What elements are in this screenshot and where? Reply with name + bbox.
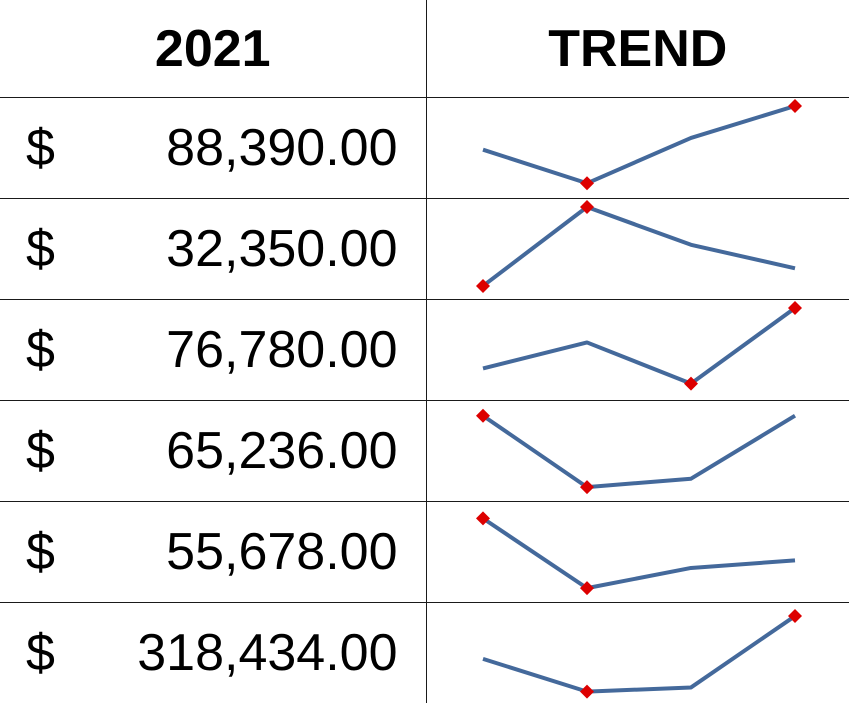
amount-value: 76,780.00 <box>166 321 398 379</box>
amount-cell[interactable]: $88,390.00 <box>0 97 427 199</box>
amount-cell[interactable]: $55,678.00 <box>0 501 427 603</box>
table-row: $55,678.00 <box>0 501 849 603</box>
table-row: $76,780.00 <box>0 299 849 401</box>
table-row: $65,236.00 <box>0 400 849 502</box>
sparkline-marker <box>579 581 594 596</box>
sparkline <box>481 609 802 699</box>
sparkline-marker <box>475 278 490 293</box>
sparkline-line <box>481 104 796 186</box>
sparkline-marker <box>787 609 802 624</box>
trend-cell[interactable] <box>425 501 849 603</box>
trend-cell[interactable] <box>425 602 849 703</box>
sparkline <box>481 99 802 191</box>
sparkline-marker <box>787 301 802 315</box>
trend-cell[interactable] <box>425 198 849 300</box>
sparkline-line <box>481 205 795 288</box>
trend-cell[interactable] <box>425 97 849 199</box>
sparkline <box>475 408 796 495</box>
amount-cell[interactable]: $32,350.00 <box>0 198 427 300</box>
amount-cell[interactable]: $76,780.00 <box>0 299 427 401</box>
amount-value: 32,350.00 <box>166 220 398 278</box>
sparkline-marker <box>475 511 490 526</box>
sparkline-marker <box>475 408 490 423</box>
trend-cell[interactable] <box>425 299 849 401</box>
sparkline-line <box>481 414 796 490</box>
amount-cell[interactable]: $318,434.00 <box>0 602 427 703</box>
amount-value: 65,236.00 <box>166 422 398 480</box>
currency-symbol: $ <box>26 624 55 682</box>
currency-symbol: $ <box>26 119 55 177</box>
currency-symbol: $ <box>26 422 55 480</box>
amount-cell[interactable]: $65,236.00 <box>0 400 427 502</box>
currency-symbol: $ <box>26 220 55 278</box>
sparkline-marker <box>579 176 594 191</box>
amount-value: 55,678.00 <box>166 523 398 581</box>
sparkline-line <box>481 614 796 694</box>
table-row: $32,350.00 <box>0 198 849 300</box>
sparkline <box>475 200 795 293</box>
table-row: $88,390.00 <box>0 97 849 199</box>
table-row: $318,434.00 <box>0 602 849 703</box>
sparkline-line <box>482 306 796 386</box>
currency-symbol: $ <box>26 321 55 379</box>
amount-value: 88,390.00 <box>166 119 398 177</box>
sparkline <box>475 511 795 596</box>
sparkline-marker <box>683 376 698 391</box>
column-header-trend[interactable]: TREND <box>425 0 849 98</box>
amount-value: 318,434.00 <box>137 624 398 682</box>
sparkline-marker <box>787 99 802 113</box>
sparkline-line <box>481 516 795 591</box>
header-row: 2021 TREND <box>0 0 849 98</box>
sparkline-marker <box>579 684 594 699</box>
sparkline-marker <box>579 480 594 495</box>
table-body: $88,390.00 $32,350.00 $76,780.00 $65,236.00… <box>0 97 849 703</box>
sparkline-marker <box>579 200 594 214</box>
currency-symbol: $ <box>26 523 55 581</box>
trend-cell[interactable] <box>425 400 849 502</box>
sparkline <box>482 301 802 391</box>
column-header-year[interactable]: 2021 <box>0 0 427 98</box>
